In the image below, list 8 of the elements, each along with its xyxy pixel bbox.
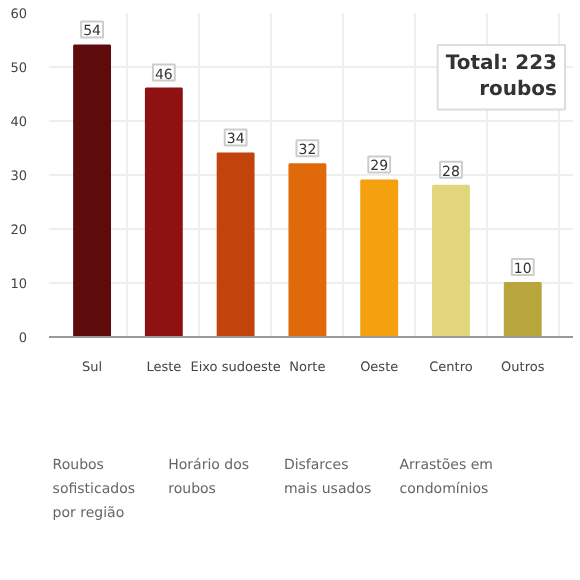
- bar: [288, 163, 327, 337]
- bar: [216, 152, 255, 337]
- bar: [503, 282, 542, 337]
- bar: [432, 184, 470, 337]
- bar: [144, 87, 183, 337]
- bar: [73, 44, 112, 337]
- annotation: Total: 223 roubos: [445, 53, 558, 102]
- bar: [360, 179, 399, 337]
